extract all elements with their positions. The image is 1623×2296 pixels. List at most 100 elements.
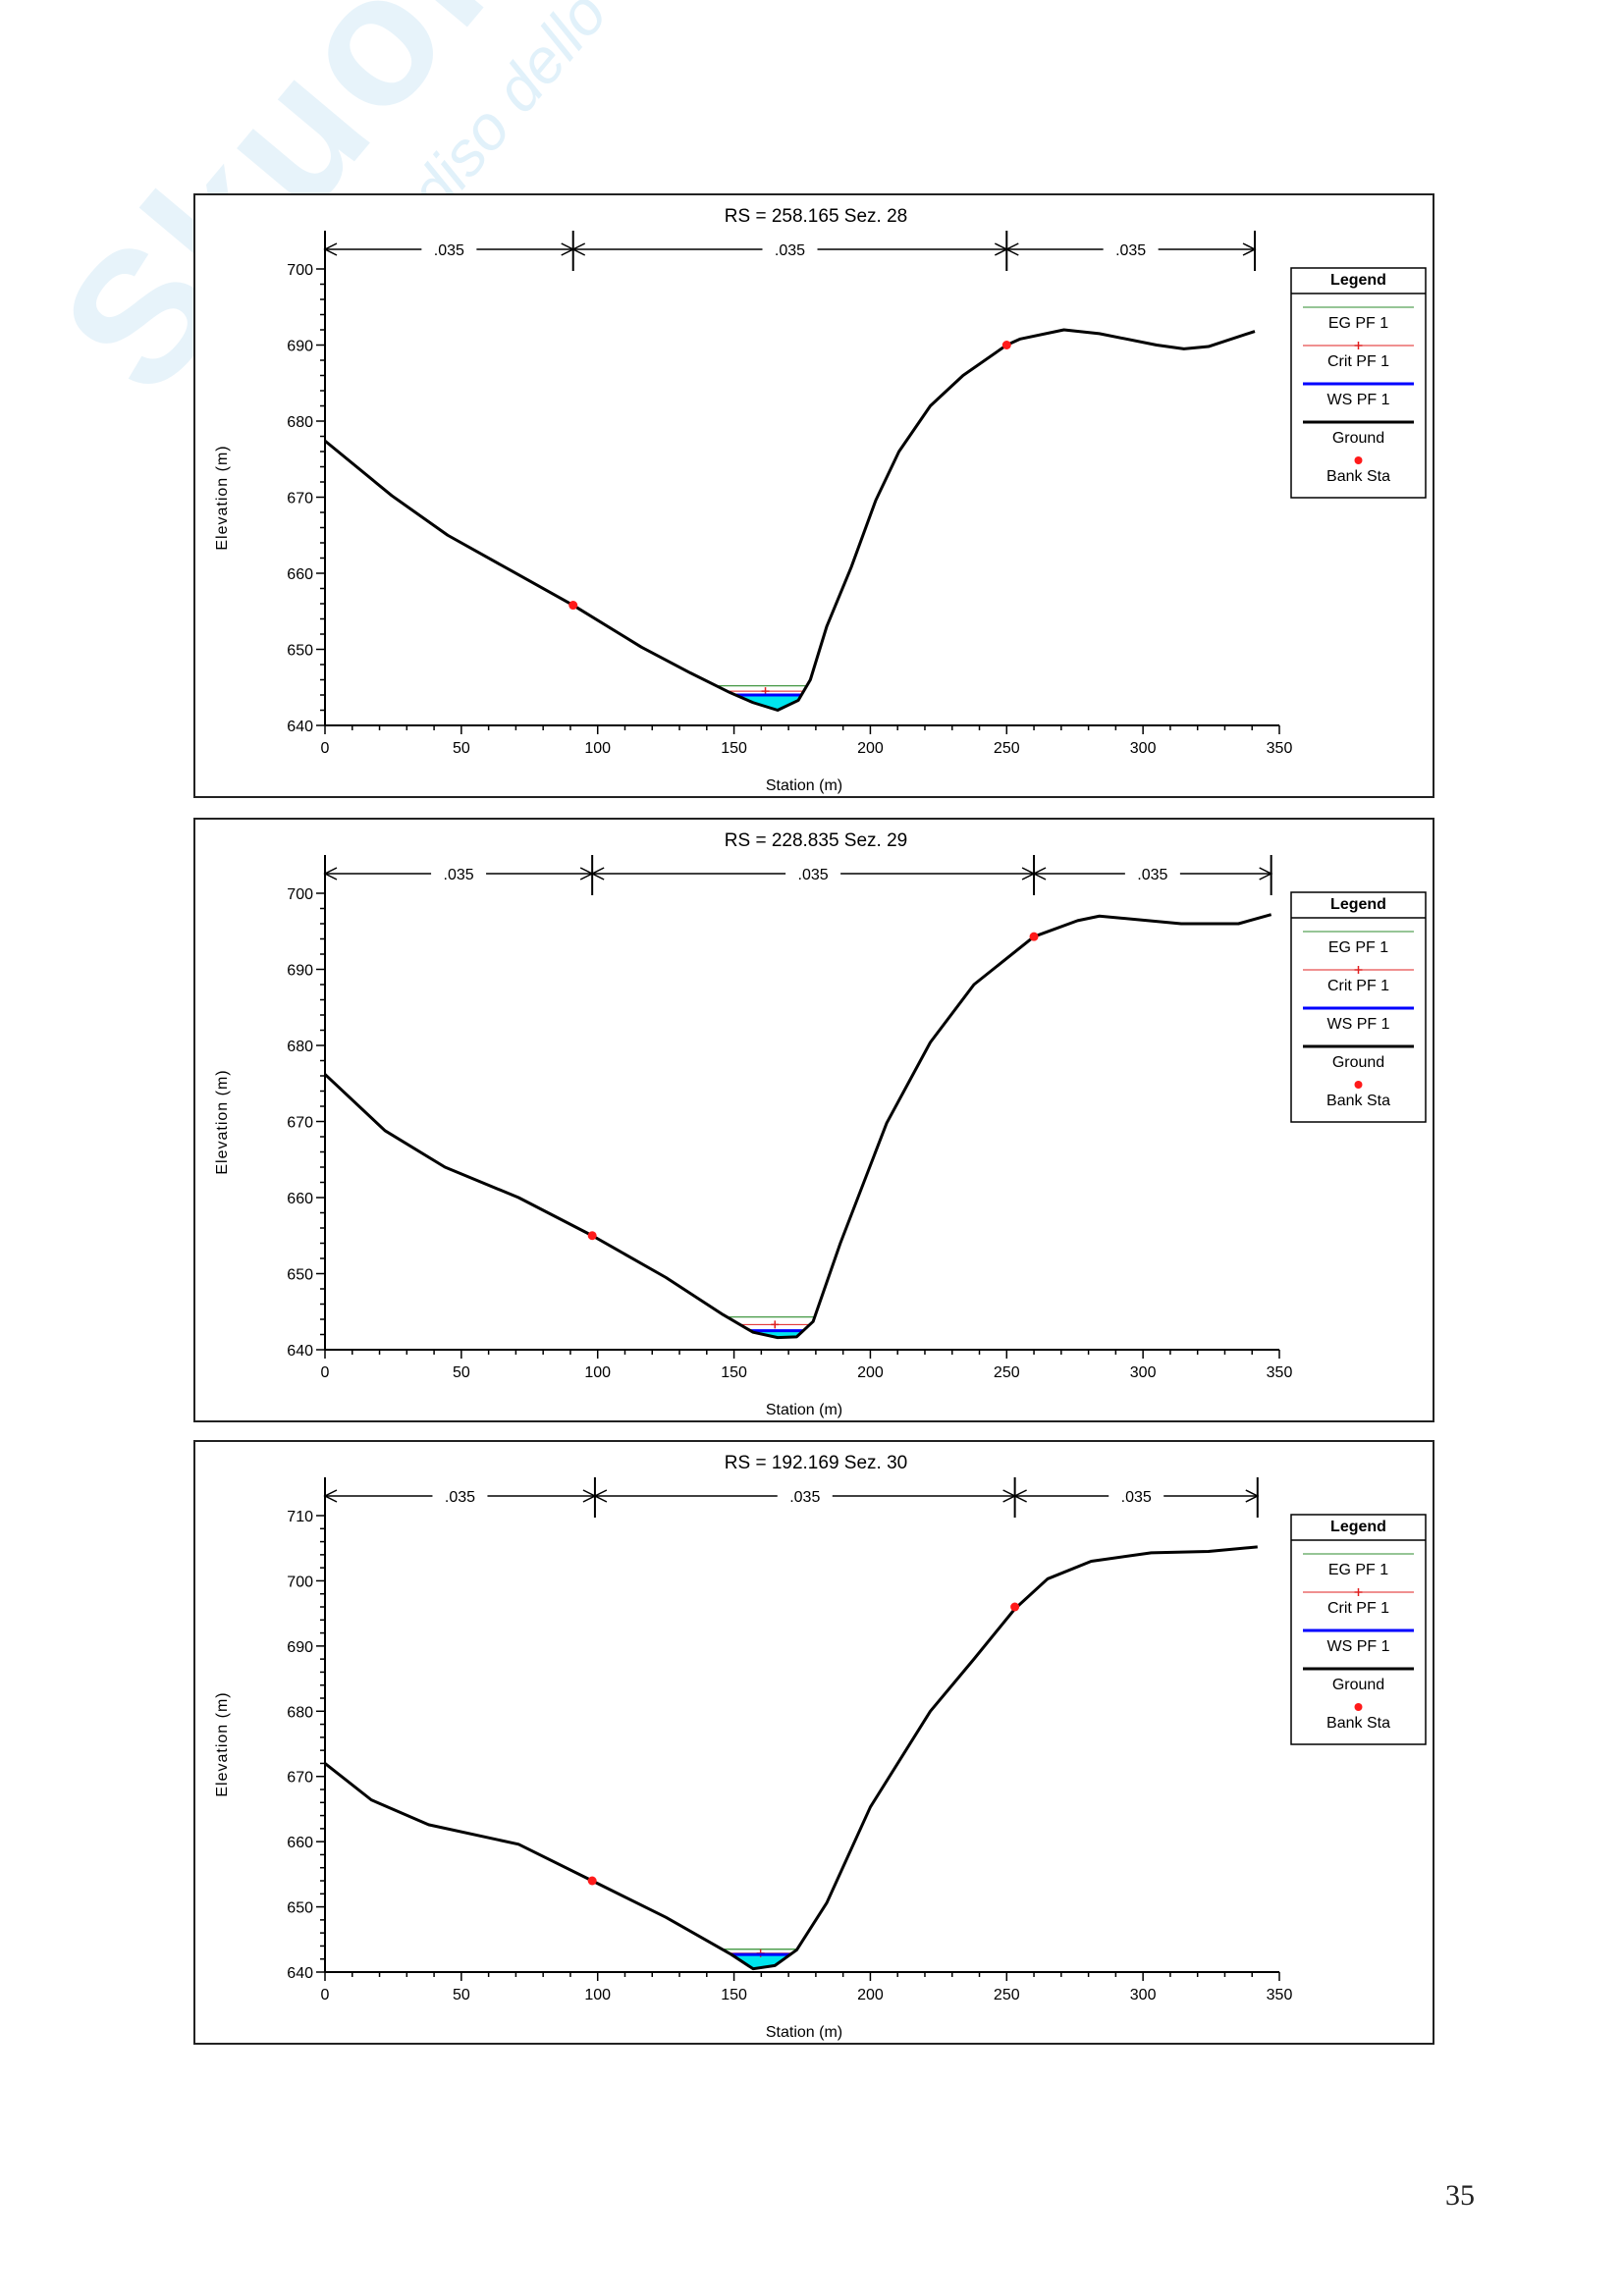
chart-title: RS = 258.165 Sez. 28: [725, 206, 907, 227]
legend-item-label: WS PF 1: [1326, 1638, 1389, 1655]
y-tick-label: 680: [287, 414, 313, 431]
x-tick-label: 200: [857, 1987, 884, 2003]
y-tick-label: 690: [287, 963, 313, 980]
legend-item-label: Ground: [1332, 1677, 1384, 1693]
x-tick-label: 350: [1267, 1364, 1293, 1381]
x-tick-label: 150: [721, 1987, 747, 2003]
arrowhead-left-icon: [323, 1489, 338, 1503]
y-tick-label: 650: [287, 1900, 313, 1917]
manning-n-label: .035: [775, 242, 805, 259]
chart-sez-28: RS = 258.165 Sez. 28 0 50 100 150 200 250 300 35…: [193, 193, 1434, 798]
y-tick-label: 670: [287, 1115, 313, 1132]
arrowhead-left-icon: [590, 867, 605, 881]
x-tick-label: 50: [453, 1987, 470, 2003]
y-tick-label: 660: [287, 566, 313, 583]
x-axis-label: Station (m): [766, 2024, 842, 2041]
legend-item-label: WS PF 1: [1326, 392, 1389, 408]
x-tick-label: 150: [721, 1364, 747, 1381]
y-tick-label: 640: [287, 1965, 313, 1982]
legend-bank-sta-icon: [1354, 1703, 1363, 1711]
ground-line: [323, 913, 1272, 1340]
x-tick-label: 100: [584, 1987, 611, 2003]
arrowhead-left-icon: [571, 242, 586, 256]
legend-item-label: Crit PF 1: [1327, 353, 1389, 370]
x-tick-label: 300: [1130, 740, 1157, 757]
arrowhead-left-icon: [323, 867, 338, 881]
x-tick-label: 100: [584, 1364, 611, 1381]
chart-sez-29: RS = 228.835 Sez. 29 0 50 100 150 200 250 300 35…: [193, 818, 1434, 1422]
manning-n-label: .035: [1121, 1489, 1152, 1506]
ground-line: [324, 328, 1256, 712]
x-tick-label: 300: [1130, 1364, 1157, 1381]
y-tick-label: 660: [287, 1835, 313, 1851]
y-tick-label: 680: [287, 1039, 313, 1055]
y-tick-label: 690: [287, 339, 313, 355]
x-tick-label: 0: [321, 1364, 330, 1381]
x-tick-label: 350: [1267, 740, 1293, 757]
water-fill: [730, 1954, 790, 1969]
legend-crit-marker-icon: [1354, 1588, 1363, 1596]
y-tick-label: 700: [287, 262, 313, 279]
y-tick-label: 700: [287, 1574, 313, 1590]
bank-station-marker: [1029, 932, 1039, 941]
legend-item-label: Ground: [1332, 430, 1384, 447]
legend-item-label: EG PF 1: [1328, 1562, 1388, 1578]
y-tick-label: 690: [287, 1639, 313, 1656]
legend-title: Legend: [1330, 896, 1386, 913]
legend-item-label: Crit PF 1: [1327, 978, 1389, 994]
chart-svg: RS = 258.165 Sez. 28 0 50 100 150 200 250 300 35…: [214, 206, 1427, 794]
x-tick-label: 50: [453, 740, 470, 757]
x-tick-label: 150: [721, 740, 747, 757]
x-tick-label: 250: [994, 740, 1020, 757]
manning-n-label: .035: [1115, 242, 1146, 259]
legend-crit-marker-icon: [1354, 342, 1363, 349]
x-tick-label: 0: [321, 740, 330, 757]
legend-item-label: EG PF 1: [1328, 315, 1388, 332]
manning-n-label: .035: [1137, 867, 1167, 883]
x-tick-label: 50: [453, 1364, 470, 1381]
x-tick-label: 350: [1267, 1987, 1293, 2003]
x-axis-label: Station (m): [766, 1402, 842, 1418]
y-tick-label: 670: [287, 491, 313, 507]
page-number: 35: [1445, 2179, 1475, 2212]
x-tick-label: 250: [994, 1364, 1020, 1381]
y-axis-label: Elevation (m): [214, 1069, 231, 1174]
y-tick-label: 700: [287, 886, 313, 903]
arrowhead-left-icon: [1012, 1489, 1027, 1503]
bank-station-marker: [568, 601, 578, 611]
chart-svg: RS = 192.169 Sez. 30 0 50 100 150 200 250 300 35…: [214, 1453, 1427, 2041]
legend-item-label: Bank Sta: [1326, 468, 1390, 485]
chart-svg: RS = 228.835 Sez. 29 0 50 100 150 200 250 300 35…: [214, 830, 1427, 1418]
y-tick-label: 710: [287, 1509, 313, 1525]
arrowhead-left-icon: [1032, 867, 1047, 881]
chart-title: RS = 192.169 Sez. 30: [725, 1453, 907, 1473]
x-tick-label: 250: [994, 1987, 1020, 2003]
y-tick-label: 680: [287, 1704, 313, 1721]
legend-item-label: Ground: [1332, 1054, 1384, 1071]
legend-item-label: WS PF 1: [1326, 1016, 1389, 1033]
chart-title: RS = 228.835 Sez. 29: [725, 830, 907, 851]
y-tick-label: 660: [287, 1191, 313, 1207]
x-tick-label: 300: [1130, 1987, 1157, 2003]
arrowhead-right-icon: [1259, 867, 1273, 881]
ground-line: [324, 1545, 1258, 1971]
y-axis-label: Elevation (m): [214, 1691, 231, 1796]
chart-sez-30: RS = 192.169 Sez. 30 0 50 100 150 200 250 300 35…: [193, 1440, 1434, 2045]
bank-station-marker: [1010, 1602, 1020, 1612]
manning-n-label: .035: [444, 867, 474, 883]
legend-item-label: EG PF 1: [1328, 939, 1388, 956]
x-tick-label: 0: [321, 1987, 330, 2003]
arrowhead-right-icon: [1245, 1489, 1260, 1503]
y-tick-label: 650: [287, 1267, 313, 1284]
manning-n-label: .035: [434, 242, 464, 259]
legend-crit-marker-icon: [1354, 966, 1363, 974]
x-tick-label: 100: [584, 740, 611, 757]
y-tick-label: 670: [287, 1770, 313, 1787]
x-axis-label: Station (m): [766, 777, 842, 794]
arrowhead-left-icon: [1004, 242, 1019, 256]
bank-station-marker: [1001, 341, 1011, 349]
arrowhead-left-icon: [593, 1489, 608, 1503]
legend-title: Legend: [1330, 272, 1386, 289]
y-tick-label: 650: [287, 643, 313, 660]
x-tick-label: 200: [857, 1364, 884, 1381]
